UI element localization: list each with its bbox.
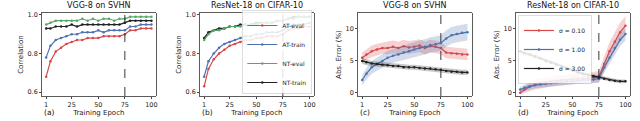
svg-text:Abs. Error (%): Abs. Error (%)	[335, 30, 343, 79]
svg-text:Abs. Error (%): Abs. Error (%)	[493, 30, 501, 79]
svg-text:ResNet-18 on CIFAR-10: ResNet-18 on CIFAR-10	[527, 1, 619, 10]
svg-text:0.8: 0.8	[185, 50, 195, 58]
svg-text:25: 25	[542, 101, 550, 109]
svg-text:σ = 0.10: σ = 0.10	[559, 27, 585, 34]
svg-text:50: 50	[410, 101, 418, 109]
svg-text:NT-train: NT-train	[282, 79, 306, 86]
svg-text:VGG-8 on SVHN: VGG-8 on SVHN	[383, 1, 446, 10]
svg-text:1: 1	[518, 101, 522, 109]
svg-text:75: 75	[279, 101, 287, 109]
svg-text:75: 75	[595, 101, 603, 109]
svg-text:AT-train: AT-train	[282, 41, 305, 48]
svg-text:Training Epoch: Training Epoch	[546, 109, 598, 117]
svg-text:(d): (d)	[518, 108, 529, 117]
svg-text:100: 100	[145, 101, 157, 109]
svg-text:75: 75	[437, 101, 445, 109]
svg-text:VGG-8 on SVHN: VGG-8 on SVHN	[67, 1, 130, 10]
svg-text:25: 25	[68, 101, 76, 109]
svg-text:Training Epoch: Training Epoch	[72, 109, 124, 117]
svg-text:1: 1	[202, 101, 206, 109]
svg-text:(c): (c)	[360, 108, 370, 117]
svg-text:Correlation: Correlation	[175, 35, 183, 74]
svg-text:1.0: 1.0	[185, 11, 195, 19]
svg-text:50: 50	[94, 101, 102, 109]
svg-text:25: 25	[226, 101, 234, 109]
svg-text:100: 100	[461, 101, 473, 109]
svg-text:Correlation: Correlation	[17, 35, 25, 74]
svg-text:75: 75	[121, 101, 129, 109]
svg-text:NT-eval: NT-eval	[282, 60, 305, 67]
svg-text:50: 50	[252, 101, 260, 109]
svg-text:σ = 3.00: σ = 3.00	[559, 65, 585, 72]
svg-text:0: 0	[508, 89, 512, 97]
svg-text:Training Epoch: Training Epoch	[388, 109, 440, 117]
svg-text:0: 0	[350, 89, 354, 97]
svg-text:1: 1	[360, 101, 364, 109]
svg-text:5: 5	[508, 57, 512, 65]
svg-text:Training Epoch: Training Epoch	[230, 109, 282, 117]
svg-text:5: 5	[350, 57, 354, 65]
svg-text:0.6: 0.6	[185, 88, 195, 96]
svg-text:100: 100	[619, 101, 631, 109]
svg-text:0.6: 0.6	[27, 88, 37, 96]
svg-text:50: 50	[568, 101, 576, 109]
svg-text:(a): (a)	[44, 108, 55, 117]
svg-text:ResNet-18 on CIFAR-10: ResNet-18 on CIFAR-10	[211, 1, 303, 10]
svg-text:σ = 1.00: σ = 1.00	[559, 46, 585, 53]
svg-text:AT-eval: AT-eval	[282, 22, 304, 29]
svg-text:10: 10	[346, 25, 354, 33]
svg-text:1.0: 1.0	[27, 11, 37, 19]
svg-text:0.8: 0.8	[27, 50, 37, 58]
svg-text:10: 10	[504, 25, 512, 33]
svg-text:25: 25	[384, 101, 392, 109]
svg-text:100: 100	[303, 101, 315, 109]
svg-text:(b): (b)	[202, 108, 213, 117]
svg-text:1: 1	[44, 101, 48, 109]
